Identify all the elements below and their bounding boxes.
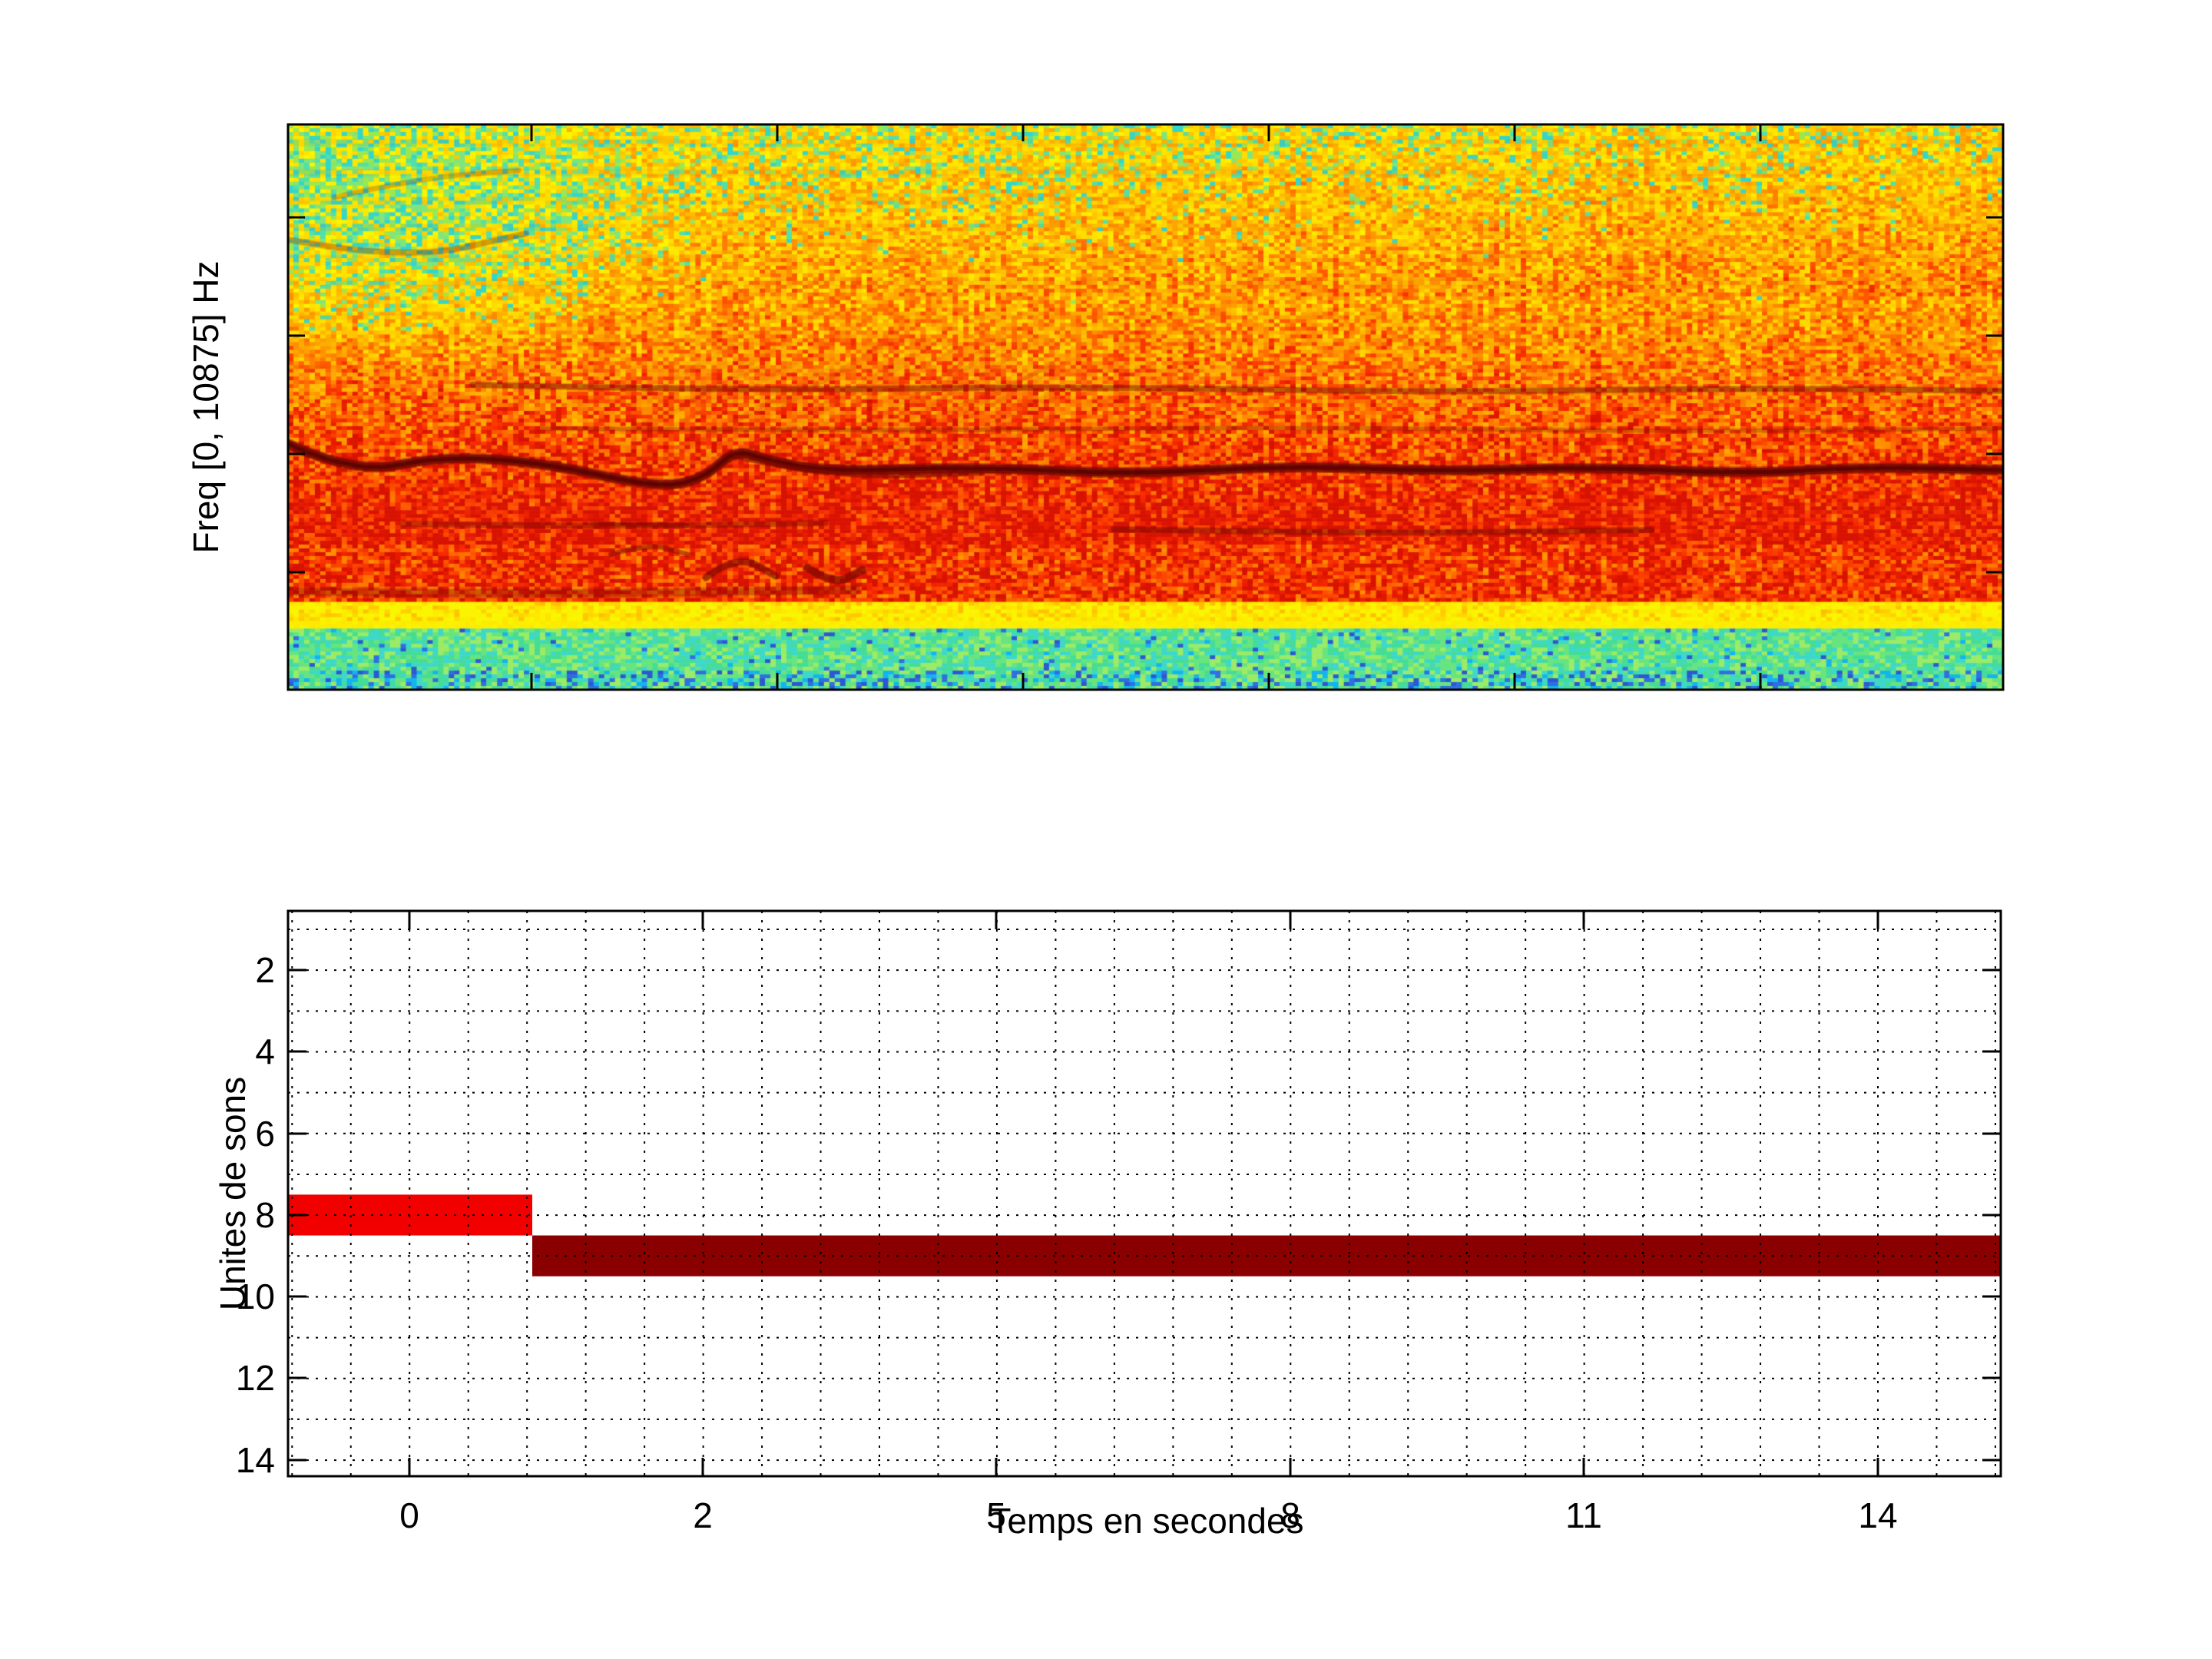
units-plot [286,909,2002,1478]
units-box [286,909,2002,1478]
units-xtick-label: 5 [986,1495,1006,1535]
units-ytick-label: 6 [255,1114,275,1154]
spectrogram-box [286,123,2005,691]
units-ytick-label: 10 [235,1277,275,1316]
units-ytick-label: 14 [235,1440,275,1480]
units-ytick-label: 8 [255,1195,275,1235]
units-xlabel: Temps en secondes [989,1501,1304,1541]
units-xtick-label: 14 [1858,1495,1898,1535]
spectrogram-image [288,124,2003,690]
units-xtick-label: 11 [1565,1495,1602,1535]
units-ytick-label: 2 [255,950,275,990]
units-ytick-label: 4 [255,1031,275,1071]
units-xtick-label: 8 [1280,1495,1300,1535]
units-ytick-label: 12 [235,1358,275,1398]
spectrogram-axes [286,123,2005,691]
units-xtick-label: 2 [693,1495,713,1535]
units-xtick-label: 0 [399,1495,419,1535]
